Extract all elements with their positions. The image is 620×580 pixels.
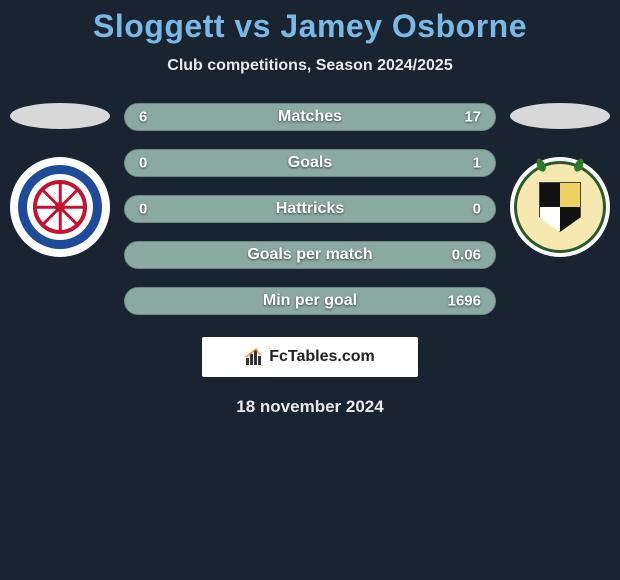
- stat-value-left: 0: [139, 155, 147, 172]
- snapshot-date: 18 november 2024: [0, 397, 620, 417]
- competition-subtitle: Club competitions, Season 2024/2025: [0, 57, 620, 75]
- ship-wheel-icon: [33, 180, 87, 234]
- stats-bars: 6 Matches 17 0 Goals 1 0 Hattricks 0 Goals per ma…: [112, 103, 508, 315]
- stat-bar: 6 Matches 17: [124, 103, 496, 131]
- hartlepool-ring: [18, 165, 102, 249]
- comparison-title: Sloggett vs Jamey Osborne: [0, 8, 620, 45]
- right-club-badge: [510, 157, 610, 257]
- stat-value-right: 1696: [448, 293, 481, 310]
- stat-label: Matches: [278, 108, 342, 126]
- solihull-ring: [514, 161, 606, 253]
- left-player-ellipse: [10, 103, 110, 129]
- stat-value-left: 0: [139, 201, 147, 218]
- stat-value-left: 6: [139, 109, 147, 126]
- stat-value-right: 1: [473, 155, 481, 172]
- stat-value-right: 0.06: [452, 247, 481, 264]
- right-player-ellipse: [510, 103, 610, 129]
- stat-bar: Min per goal 1696: [124, 287, 496, 315]
- stat-bar: Goals per match 0.06: [124, 241, 496, 269]
- stat-bar: 0 Goals 1: [124, 149, 496, 177]
- stat-label: Min per goal: [263, 292, 357, 310]
- right-player-column: [508, 103, 612, 257]
- left-player-column: [8, 103, 112, 257]
- bar-chart-icon: [245, 348, 265, 366]
- shield-icon: [539, 182, 581, 232]
- main-row: 6 Matches 17 0 Goals 1 0 Hattricks 0 Goals per ma…: [0, 103, 620, 315]
- fctables-attribution[interactable]: FcTables.com: [202, 337, 418, 377]
- comparison-card: Sloggett vs Jamey Osborne Club competiti…: [0, 0, 620, 417]
- stat-bar: 0 Hattricks 0: [124, 195, 496, 223]
- stat-value-right: 0: [473, 201, 481, 218]
- stat-label: Goals: [288, 154, 332, 172]
- hartlepool-inner-white: [27, 174, 93, 240]
- stat-value-right: 17: [464, 109, 481, 126]
- fctables-label: FcTables.com: [269, 348, 375, 366]
- stat-label: Hattricks: [276, 200, 344, 218]
- stat-label: Goals per match: [247, 246, 372, 264]
- left-club-badge: [10, 157, 110, 257]
